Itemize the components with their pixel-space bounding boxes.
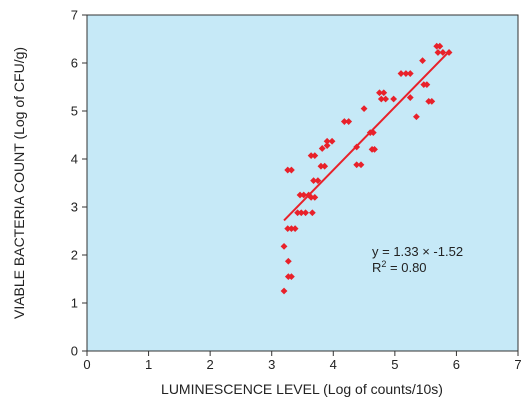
data-point xyxy=(317,162,325,170)
x-tick-label: 2 xyxy=(207,357,214,372)
y-tick-label: 6 xyxy=(71,56,78,71)
data-point xyxy=(302,209,309,217)
data-point xyxy=(323,142,331,149)
data-point xyxy=(296,191,304,199)
data-point xyxy=(377,95,385,103)
y-tick-label: 5 xyxy=(71,104,78,119)
data-point xyxy=(311,152,319,160)
data-points xyxy=(280,42,453,295)
data-point xyxy=(434,49,442,56)
r-squared-label: R2 = 0.80 xyxy=(372,259,427,275)
data-point xyxy=(380,89,388,97)
y-tick-label: 7 xyxy=(71,8,78,23)
y-axis: 0 1 2 3 4 5 6 7 xyxy=(71,8,87,359)
data-point xyxy=(288,225,295,232)
data-point xyxy=(413,113,420,121)
y-tick-label: 0 xyxy=(71,344,78,359)
data-point xyxy=(280,242,288,250)
data-point xyxy=(314,177,322,184)
x-tick-label: 6 xyxy=(453,357,460,372)
r-squared-prefix: R xyxy=(372,260,381,275)
x-tick-label: 4 xyxy=(330,357,337,372)
data-point xyxy=(280,287,288,295)
data-point xyxy=(328,137,336,145)
regression-equation: y = 1.33 × -1.52 xyxy=(372,244,463,259)
data-point xyxy=(288,166,295,174)
data-point xyxy=(371,146,378,153)
x-tick-label: 0 xyxy=(83,357,90,372)
data-point xyxy=(353,161,361,169)
data-point xyxy=(390,95,398,103)
y-tick-label: 1 xyxy=(71,296,78,311)
data-point xyxy=(284,166,292,174)
data-point xyxy=(318,145,326,152)
data-point xyxy=(294,209,301,217)
data-point xyxy=(376,89,383,97)
data-point xyxy=(360,105,368,112)
data-point xyxy=(357,161,365,169)
plot-area xyxy=(86,14,519,352)
data-point xyxy=(406,70,414,77)
data-point xyxy=(382,95,390,103)
data-point xyxy=(323,137,331,145)
x-axis-label: LUMINESCENCE LEVEL (Log of counts/10s) xyxy=(161,381,443,397)
data-point xyxy=(436,42,444,50)
data-point xyxy=(428,98,436,105)
data-point xyxy=(321,162,329,170)
data-point xyxy=(423,81,431,88)
y-tick-label: 3 xyxy=(71,200,78,215)
data-point xyxy=(419,57,426,64)
data-point xyxy=(310,177,317,184)
data-point xyxy=(311,194,319,201)
data-point xyxy=(402,70,410,77)
data-point xyxy=(439,49,447,56)
regression-line xyxy=(283,52,448,222)
data-point xyxy=(284,225,292,232)
y-tick-label: 2 xyxy=(71,248,78,263)
x-tick-label: 1 xyxy=(145,357,152,372)
x-tick-label: 7 xyxy=(514,357,521,372)
x-tick-label: 3 xyxy=(268,357,275,372)
data-point xyxy=(307,152,315,160)
data-point xyxy=(340,118,348,125)
y-axis-label: VIABLE BACTERIA COUNT (Log of CFU/g) xyxy=(11,47,27,319)
data-point xyxy=(308,209,316,217)
data-point xyxy=(297,209,305,217)
x-axis: 0 1 2 3 4 5 6 7 xyxy=(83,351,522,372)
r-squared-superscript: 2 xyxy=(381,259,386,269)
x-tick-label: 5 xyxy=(391,357,398,372)
data-point xyxy=(284,257,292,265)
data-point xyxy=(291,225,299,232)
data-point xyxy=(300,191,308,199)
y-tick-label: 4 xyxy=(71,152,78,167)
data-point xyxy=(406,94,414,101)
data-point xyxy=(397,70,405,77)
r-squared-value: = 0.80 xyxy=(386,260,426,275)
data-point xyxy=(307,194,315,201)
data-point xyxy=(345,118,353,125)
data-point xyxy=(288,273,295,280)
